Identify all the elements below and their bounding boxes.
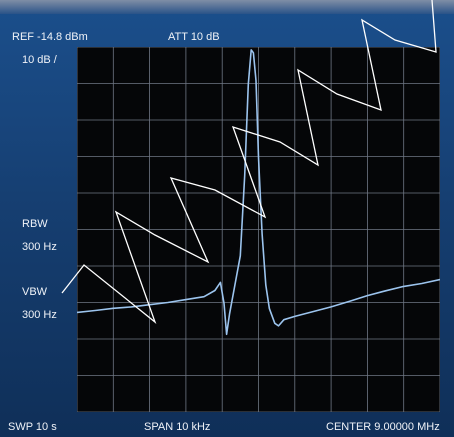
rbw-value: 300 Hz bbox=[22, 241, 57, 253]
reference-level-readout: REF -14.8 dBm bbox=[12, 31, 88, 43]
vbw-value: 300 Hz bbox=[22, 309, 57, 321]
spectrum-display bbox=[77, 47, 440, 412]
scale-readout: 10 dB / bbox=[22, 54, 57, 66]
rbw-label: RBW bbox=[22, 218, 48, 230]
bezel-top bbox=[0, 0, 454, 14]
graticule bbox=[77, 47, 440, 412]
sweep-time-readout: SWP 10 s bbox=[8, 421, 57, 433]
spectrum-plot bbox=[77, 47, 440, 412]
vbw-label: VBW bbox=[22, 286, 48, 298]
span-readout: SPAN 10 kHz bbox=[144, 421, 211, 433]
attenuation-readout: ATT 10 dB bbox=[168, 31, 220, 43]
center-frequency-readout: CENTER 9.00000 MHz bbox=[326, 421, 440, 433]
